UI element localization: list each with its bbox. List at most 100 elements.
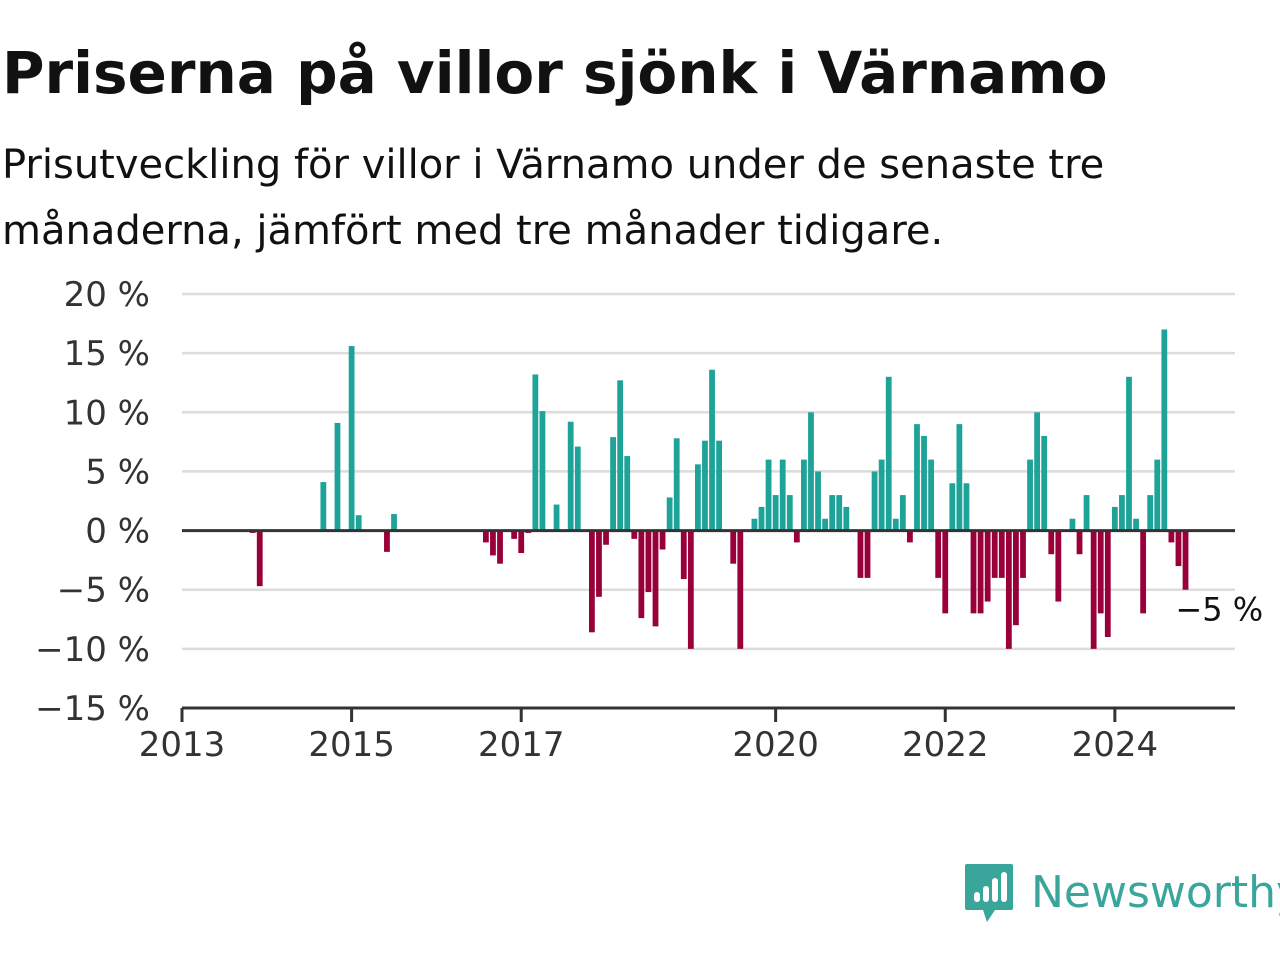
bar: [1048, 530, 1055, 555]
bar: [1168, 530, 1175, 543]
bar: [1034, 412, 1041, 531]
bar: [892, 518, 899, 531]
bar: [758, 506, 765, 531]
bar: [1076, 530, 1083, 555]
x-tick-label: 2020: [732, 725, 819, 765]
y-tick-label: 5 %: [85, 452, 150, 492]
bar: [553, 504, 560, 531]
y-tick-label: −5 %: [57, 571, 150, 611]
bar: [482, 530, 489, 543]
bar: [984, 530, 991, 602]
bar: [709, 369, 715, 531]
bar: [603, 530, 609, 545]
bar: [391, 514, 397, 531]
bar: [539, 411, 546, 531]
bar: [793, 530, 800, 543]
bar: [1147, 495, 1154, 531]
bar: [567, 421, 574, 531]
x-tick-label: 2017: [478, 725, 565, 765]
bar: [786, 495, 793, 531]
bar: [1041, 435, 1048, 531]
bar: [772, 495, 779, 531]
bar: [963, 483, 970, 531]
annotation-background: [1173, 592, 1260, 631]
bar: [659, 530, 666, 550]
bar: [822, 518, 829, 531]
brand-logo: Newsworthy: [963, 862, 1280, 924]
bar: [829, 495, 836, 531]
bar: [574, 446, 581, 531]
bar: [878, 459, 885, 531]
bar: [320, 482, 327, 531]
bar: [779, 459, 786, 531]
brand-name: Newsworthy: [1031, 867, 1280, 918]
bar: [617, 380, 624, 531]
bar: [857, 530, 864, 578]
bar: [1104, 530, 1111, 638]
bar: [1013, 530, 1019, 626]
bar: [977, 530, 984, 614]
bar: [956, 424, 963, 531]
bar: [1020, 530, 1026, 578]
bar: [1175, 530, 1182, 567]
bar: [843, 506, 850, 531]
bar: [808, 412, 814, 531]
bar: [348, 346, 355, 531]
bar: [1126, 376, 1132, 531]
bar: [680, 530, 687, 580]
bar: [518, 530, 525, 554]
last-value-label: −5 %: [1175, 590, 1263, 628]
x-tick-label: 2022: [902, 725, 989, 765]
bar: [730, 530, 737, 564]
y-axis-tick-labels: 20 % 15 % 10 % 5 % 0 % −5 % −10 % −15 %: [35, 275, 150, 729]
bar: [716, 440, 722, 531]
bar: [673, 438, 680, 531]
annotations: −5 %: [1173, 590, 1263, 631]
y-tick-label: 0 %: [85, 512, 150, 552]
bar: [921, 435, 927, 531]
bar: [702, 440, 708, 531]
bar: [1083, 495, 1090, 531]
bar: [815, 471, 821, 531]
bar: [1055, 530, 1062, 602]
x-axis-tick-labels: 2013 2015 2017 2020 2022 2024: [139, 725, 1158, 765]
bar: [638, 530, 645, 619]
newsworthy-logo-icon: [965, 864, 1013, 922]
bar: [1133, 518, 1139, 531]
bar: [970, 530, 977, 614]
bar: [1182, 530, 1189, 590]
bar: [949, 483, 956, 531]
bar: [1111, 506, 1118, 531]
bar: [907, 530, 913, 543]
bar: [1140, 530, 1147, 614]
y-tick-label: 15 %: [64, 334, 150, 374]
y-tick-label: 10 %: [64, 393, 150, 433]
grid-lines: [182, 292, 1235, 651]
bar: [1069, 518, 1076, 531]
bar: [1097, 530, 1104, 614]
bar: [998, 530, 1005, 578]
bar: [384, 530, 390, 552]
bar: [801, 459, 807, 531]
bar: [1005, 530, 1012, 649]
bar: [511, 530, 518, 539]
bar: [588, 530, 595, 633]
bar-chart: 20 %15 %10 %5 %0 %−5 %−10 %−15 % 2013 201…: [35, 275, 1263, 765]
bar: [631, 530, 638, 539]
bar: [765, 459, 772, 531]
bar: [610, 437, 616, 531]
bar: [645, 530, 652, 593]
chart-title: Priserna på villor sjönk i Värnamo: [2, 39, 1108, 107]
bar: [871, 471, 878, 531]
bar: [899, 495, 906, 531]
bar: [864, 530, 871, 578]
bar: [836, 495, 843, 531]
bar: [991, 530, 998, 578]
bar: [652, 530, 659, 627]
y-tick-label: −10 %: [35, 630, 150, 670]
bar: [1119, 495, 1125, 531]
bar: [624, 456, 631, 531]
x-tick-label: 2013: [139, 725, 226, 765]
bar: [687, 530, 694, 649]
bar: [334, 422, 341, 531]
